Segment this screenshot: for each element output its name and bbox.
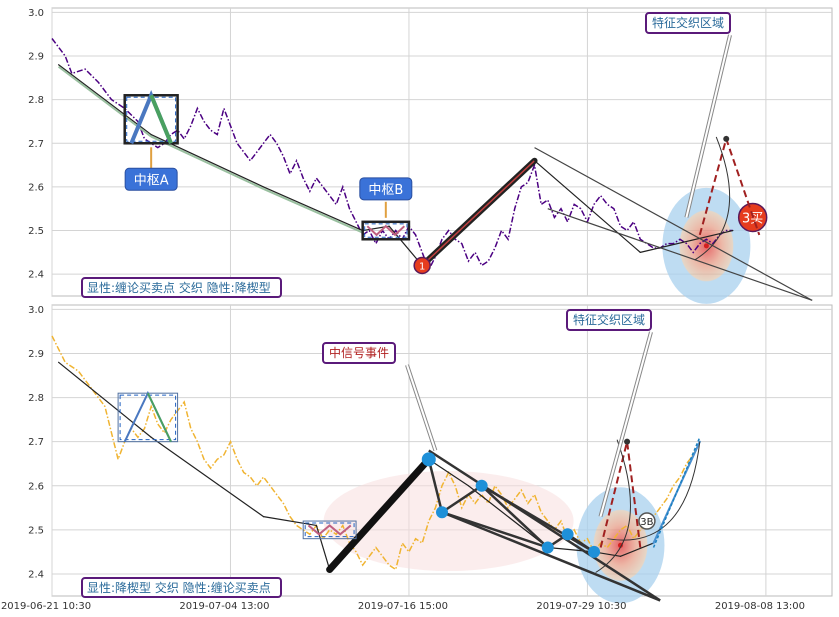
- top-panel: 2.4 2.5 2.6 2.7 2.8 2.9 3.0 中枢A 中枢B 1 3买 特征交织区域显性:缠…: [28, 7, 833, 304]
- wedge-node: [561, 528, 574, 541]
- y-tick-label: 2.8: [28, 95, 44, 106]
- wedge-node: [475, 479, 488, 492]
- trend-segment-shadow: [150, 135, 264, 190]
- wedge-node: [541, 541, 554, 554]
- y-tick-label: 2.5: [28, 525, 44, 536]
- wedge-node: [436, 506, 448, 519]
- pivot-box: [302, 520, 357, 540]
- pivot-stroke-up: [146, 392, 172, 443]
- legend-text: 显性:降楔型 交织 隐性:缠论买卖点: [87, 580, 271, 595]
- signal-marker: [638, 512, 656, 530]
- wedge-segment: [441, 484, 483, 514]
- projection-dashed: [599, 441, 642, 548]
- projection-apex: [723, 135, 730, 142]
- x-tick-label: 2019-07-29 10:30: [536, 601, 626, 612]
- wedge-segment: [441, 511, 549, 549]
- annotation-label: 中信号事件: [329, 345, 389, 360]
- y-tick-label: 2.8: [28, 393, 44, 404]
- legend-text: 显性:缠论买卖点 交织 隐性:降楔型: [87, 280, 271, 295]
- trend-segment: [639, 229, 734, 253]
- trend-segment-shadow: [263, 187, 364, 234]
- trend-segment: [58, 361, 152, 438]
- annotation-arrow-inner: [599, 331, 652, 517]
- projection-arc: [694, 136, 731, 261]
- wedge-segment: [481, 484, 595, 553]
- y-tick-label: 2.9: [28, 349, 44, 360]
- signal-label: 3买: [742, 211, 763, 226]
- bottom-panel: 2.4 2.5 2.6 2.7 2.8 2.9 3.0 3B 中信号事件 特征交织区域显性:降楔型…: [28, 304, 833, 604]
- trend-segment: [428, 458, 470, 487]
- y-tick-label: 2.4: [28, 270, 44, 281]
- annotation-label: 特征交织区域: [573, 312, 645, 327]
- trend-segment: [58, 64, 152, 136]
- y-tick-label: 3.0: [28, 8, 44, 19]
- projection-arc: [607, 441, 701, 541]
- trend-segment: [150, 436, 265, 518]
- y-tick-label: 3.0: [28, 305, 44, 316]
- wedge-segment: [427, 459, 444, 513]
- signal-marker: [413, 256, 431, 275]
- trend-segment-highlight: [421, 160, 536, 267]
- x-tick-label: 2019-07-04 13:00: [179, 601, 269, 612]
- legend-box: [81, 577, 282, 598]
- pivot-stroke: [307, 524, 352, 536]
- trend-segment-shadow: [58, 65, 152, 138]
- feature-zone-center: [703, 243, 709, 249]
- wedge-node: [588, 545, 601, 558]
- pivot-label: 中枢A: [134, 173, 169, 188]
- pivot-label-box: [359, 177, 413, 201]
- y-tick-label: 2.6: [28, 481, 44, 492]
- pivot-box: [361, 220, 411, 241]
- wedge-upper-line: [534, 147, 813, 301]
- trend-segment: [652, 440, 701, 545]
- annotation-box: [322, 342, 396, 364]
- pivot-label-box: [124, 167, 178, 191]
- wedge-upper-line: [428, 449, 661, 602]
- annotation-box: [566, 309, 652, 331]
- y-tick-label: 2.4: [28, 569, 44, 580]
- pivot-box-inner: [304, 522, 355, 538]
- y-tick-label: 2.7: [28, 437, 44, 448]
- projection-arc: [595, 439, 631, 573]
- x-tick-label: 2019-07-16 15:00: [358, 601, 448, 612]
- pivot-box-inner: [119, 394, 177, 441]
- interleave-zone: [323, 471, 574, 572]
- annotation-arrow-inner: [685, 34, 731, 218]
- y-tick-label: 2.9: [28, 52, 44, 63]
- signal-label: 3B: [640, 517, 653, 528]
- annotation-box: [645, 12, 731, 34]
- wedge-segment: [480, 484, 549, 549]
- pivot-box-inner: [364, 223, 408, 238]
- price-line: [51, 38, 733, 272]
- x-tick-label: 2019-08-08 13:00: [715, 601, 805, 612]
- annotation-label: 特征交织区域: [652, 15, 724, 30]
- trend-segment: [619, 542, 655, 557]
- pivot-label: 中枢B: [368, 183, 403, 198]
- x-axis: 2019-06-21 10:30 2019-07-04 13:00 2019-07-…: [1, 601, 805, 612]
- trend-segment: [262, 516, 318, 527]
- projection-apex: [624, 438, 631, 445]
- pivot-stroke: [366, 224, 406, 237]
- trend-segment: [467, 485, 549, 549]
- y-tick-label: 2.6: [28, 182, 44, 193]
- annotation-arrow-inner: [406, 364, 437, 451]
- signal-label: 1: [419, 261, 425, 272]
- y-tick-label: 2.5: [28, 226, 44, 237]
- x-tick-label: 2019-06-21 10:30: [1, 601, 91, 612]
- pivot-stroke-up: [149, 94, 173, 145]
- trend-segment: [262, 186, 364, 232]
- legend-box: [81, 277, 282, 298]
- wedge-lower-line: [441, 511, 661, 602]
- y-tick-label: 2.7: [28, 139, 44, 150]
- wedge-node: [421, 452, 436, 467]
- trend-segment: [533, 160, 641, 253]
- trend-segment: [326, 455, 433, 574]
- wedge-lower-line: [547, 208, 813, 301]
